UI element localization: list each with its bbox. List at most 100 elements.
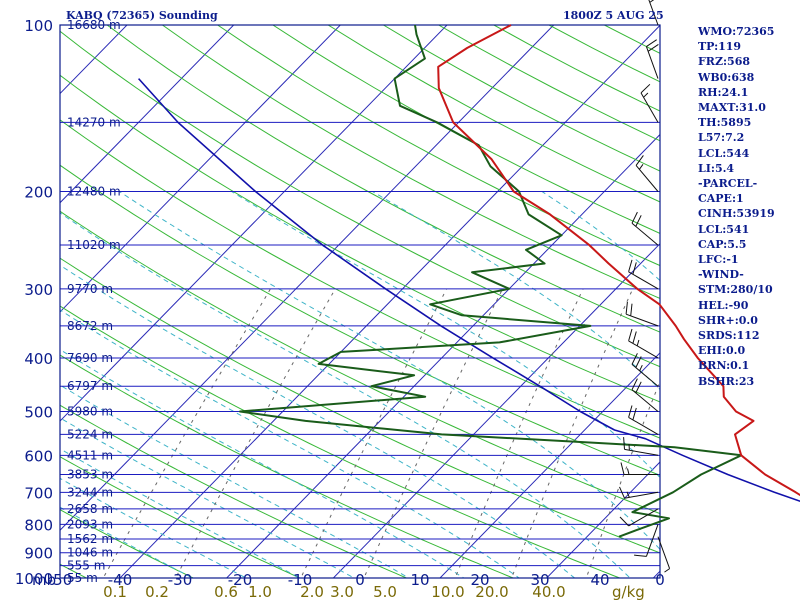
temperature-tick-label: -50 — [48, 571, 73, 589]
wind-barb — [619, 486, 659, 499]
temperature-tick-label: 40 — [590, 571, 609, 589]
wind-barb — [628, 405, 659, 435]
height-label: 14270 m — [67, 115, 121, 129]
dry-adiabat-line — [60, 509, 195, 578]
height-label: 5980 m — [67, 405, 113, 419]
wind-barb — [620, 462, 658, 475]
indices-panel: WMO:72365 TP:119 FRZ:568 WB0:638 RH:24.1 MAXT… — [698, 24, 775, 389]
wind-barbs — [619, 0, 671, 573]
mixing-ratio-unit-label: g/kg — [612, 583, 645, 600]
index-item: SRDS:112 — [698, 329, 760, 343]
isotherm-line — [332, 242, 660, 578]
index-item: CAPE:1 — [698, 192, 744, 206]
height-label: 1046 m — [67, 546, 113, 560]
index-item: LCL:544 — [698, 146, 750, 160]
wind-barb — [648, 0, 659, 26]
height-label: 16680 m — [67, 18, 121, 32]
index-item: FRZ:568 — [698, 55, 751, 69]
moist-adiabat-line — [60, 309, 520, 578]
temperature-tick-label: -40 — [108, 571, 133, 589]
wind-barb — [628, 259, 659, 290]
temperature-tick-label: -30 — [168, 571, 193, 589]
mixing-ratio-lines — [102, 288, 660, 578]
isotherm-line — [60, 25, 555, 531]
mixing-ratio-label: 3.0 — [330, 583, 354, 600]
temperature-trace — [437, 24, 800, 497]
mixing-ratio-label: 20.0 — [475, 583, 508, 600]
temperature-tick-label: -20 — [228, 571, 253, 589]
temperature-tick-labels: -50 -40 -30 -20 -10 0 10 20 30 40 0 — [48, 571, 665, 589]
temperature-tick-label: 30 — [530, 571, 549, 589]
temperature-tick-label: -10 — [288, 571, 313, 589]
mixing-ratio-label: 2.0 — [300, 583, 324, 600]
index-item: EHI:0.0 — [698, 344, 746, 358]
index-item: MAXT:31.0 — [698, 101, 766, 115]
height-label: 555 m — [67, 559, 105, 573]
height-label: 1562 m — [67, 532, 113, 546]
pressure-tick-label: 800 — [24, 516, 53, 534]
isotherm-line — [545, 461, 660, 578]
wind-barb — [645, 39, 659, 79]
index-item: TH:5895 — [698, 116, 752, 130]
dry-adiabat-line — [772, 0, 800, 590]
wind-barb — [619, 508, 659, 527]
pressure-tick-labels: 100 200 300 400 500 600 700 800 900 1000 — [15, 17, 53, 588]
height-label: 7690 m — [67, 351, 113, 365]
index-item: -PARCEL- — [698, 177, 758, 191]
index-item: CINH:53919 — [698, 207, 775, 221]
height-label: 6797 m — [67, 379, 113, 393]
index-item: CAP:5.5 — [698, 237, 747, 251]
wind-barb — [634, 524, 659, 557]
isotherm-line — [60, 25, 448, 422]
mixing-ratio-label: 10.0 — [431, 583, 464, 600]
parcel-trace — [138, 78, 800, 503]
height-label: 55 m — [67, 571, 98, 585]
dry-adiabat-line — [60, 456, 301, 578]
index-item: HEL:-90 — [698, 298, 749, 312]
mixing-ratio-label: 0.1 — [103, 583, 127, 600]
pressure-tick-label: 400 — [24, 350, 53, 368]
observation-time: 1800Z 5 AUG 25 — [563, 9, 664, 22]
plot-frame — [59, 24, 661, 579]
height-label: 11020 m — [67, 238, 121, 252]
mixing-ratio-label: 40.0 — [532, 583, 565, 600]
pressure-tick-label: 300 — [24, 281, 53, 299]
index-item: SHR+:0.0 — [698, 313, 758, 327]
temperature-tick-label: 0 — [355, 571, 365, 589]
wind-barb — [628, 328, 659, 359]
isotherm-line — [60, 25, 235, 204]
dry-adiabat-line — [60, 404, 408, 578]
wind-barb — [631, 211, 659, 246]
moist-adiabat-line — [60, 506, 194, 578]
index-item: LCL:541 — [698, 222, 750, 236]
moist-adiabat-line — [60, 349, 465, 578]
pressure-tick-label: 900 — [24, 545, 53, 563]
index-item: TP:119 — [698, 40, 742, 54]
index-item: -WIND- — [698, 268, 744, 282]
height-label: 8672 m — [67, 319, 113, 333]
temperature-tick-label: 20 — [470, 571, 489, 589]
wind-barb — [640, 83, 659, 123]
moist-adiabat-line — [372, 191, 660, 391]
index-item: LFC:-1 — [698, 253, 739, 267]
isobar-lines — [60, 24, 660, 579]
mixing-ratio-labels: 0.1 0.2 0.6 1.0 2.0 3.0 5.0 10.0 20.0 40.0 — [103, 583, 566, 600]
mixing-ratio-label: 1.0 — [248, 583, 272, 600]
moist-adiabat-line — [60, 477, 248, 578]
mixing-ratio-line — [454, 288, 584, 578]
wind-barb — [631, 353, 659, 387]
height-label: 12480 m — [67, 184, 121, 198]
moist-adiabat-line — [60, 212, 631, 578]
mixing-ratio-line — [511, 288, 634, 578]
isotherm-line — [225, 133, 660, 578]
height-label: 2658 m — [67, 502, 113, 516]
pressure-tick-label: 200 — [24, 183, 53, 201]
moist-adiabat-line — [119, 191, 660, 551]
height-labels: 16680 m 14270 m 12480 m 11020 m 9770 m 8672 m… — [67, 18, 121, 585]
